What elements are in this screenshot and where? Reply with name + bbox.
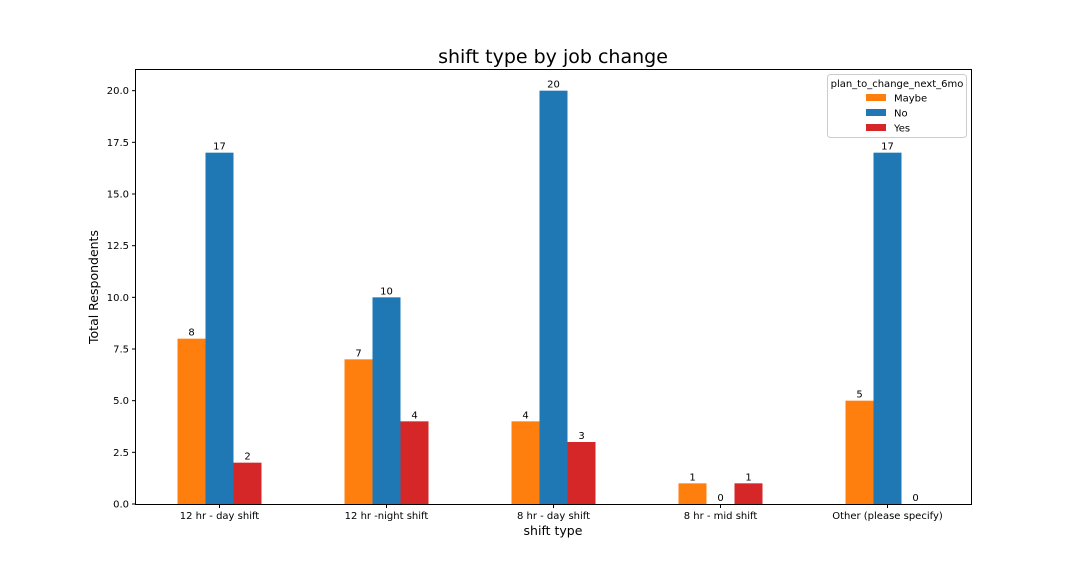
chart-title: shift type by job change — [438, 46, 668, 68]
x-tick-label: 8 hr - mid shift — [684, 511, 758, 522]
bar-yes-8-hr-mid-shift — [735, 483, 763, 504]
x-tick-label: Other (please specify) — [832, 511, 943, 522]
y-tick-label: 15.0 — [107, 190, 129, 201]
y-tick-label: 7.5 — [113, 345, 129, 356]
bar-maybe-other-please-specify — [846, 401, 874, 504]
legend-swatch-yes — [866, 124, 886, 131]
x-tick-label: 8 hr - day shift — [517, 511, 590, 522]
bar-yes-12-hr-night-shift — [401, 421, 429, 504]
legend-label-yes: Yes — [893, 124, 910, 135]
data-label-yes-12-hr-day-shift: 2 — [244, 452, 250, 463]
bar-no-other-please-specify — [874, 153, 902, 504]
bar-maybe-12-hr-night-shift — [345, 359, 373, 504]
data-label-no-8-hr-mid-shift: 0 — [717, 493, 723, 504]
legend-swatch-maybe — [866, 94, 886, 101]
y-axis-label: Total Respondents — [86, 230, 101, 345]
bar-maybe-8-hr-mid-shift — [679, 483, 707, 504]
bar-no-12-hr-day-shift — [206, 153, 234, 504]
data-label-maybe-12-hr-day-shift: 8 — [188, 328, 194, 339]
y-tick-label: 0.0 — [113, 500, 129, 511]
bar-maybe-12-hr-day-shift — [178, 339, 206, 504]
data-label-maybe-8-hr-mid-shift: 1 — [689, 472, 695, 483]
y-tick-label: 2.5 — [113, 448, 129, 459]
data-label-maybe-12-hr-night-shift: 7 — [355, 348, 361, 359]
data-label-yes-8-hr-day-shift: 3 — [578, 431, 584, 442]
data-label-no-12-hr-day-shift: 17 — [213, 142, 226, 153]
data-label-maybe-other-please-specify: 5 — [856, 390, 862, 401]
bar-maybe-8-hr-day-shift — [512, 421, 540, 504]
bar-yes-8-hr-day-shift — [568, 442, 596, 504]
y-tick-label: 10.0 — [107, 293, 129, 304]
bar-yes-12-hr-day-shift — [234, 463, 262, 504]
data-label-no-8-hr-day-shift: 20 — [547, 80, 560, 91]
data-label-no-12-hr-night-shift: 10 — [380, 286, 393, 297]
legend-label-maybe: Maybe — [894, 94, 927, 105]
legend-label-no: No — [894, 109, 908, 120]
x-tick-label: 12 hr -night shift — [345, 511, 429, 522]
x-tick-label: 12 hr - day shift — [180, 511, 260, 522]
bar-no-12-hr-night-shift — [373, 297, 401, 504]
data-label-no-other-please-specify: 17 — [881, 142, 894, 153]
data-label-yes-12-hr-night-shift: 4 — [411, 410, 417, 421]
legend-swatch-no — [866, 109, 886, 116]
y-tick-label: 5.0 — [113, 396, 129, 407]
x-axis-label: shift type — [524, 523, 583, 538]
y-tick-label: 20.0 — [107, 86, 129, 97]
legend-title: plan_to_change_next_6mo — [831, 79, 964, 90]
data-label-yes-other-please-specify: 0 — [912, 493, 918, 504]
data-label-yes-8-hr-mid-shift: 1 — [745, 472, 751, 483]
data-label-maybe-8-hr-day-shift: 4 — [522, 410, 528, 421]
legend: plan_to_change_next_6mo Maybe No Yes — [828, 75, 967, 138]
y-tick-label: 12.5 — [107, 241, 129, 252]
bar-no-8-hr-day-shift — [540, 91, 568, 504]
y-tick-label: 17.5 — [107, 138, 129, 149]
